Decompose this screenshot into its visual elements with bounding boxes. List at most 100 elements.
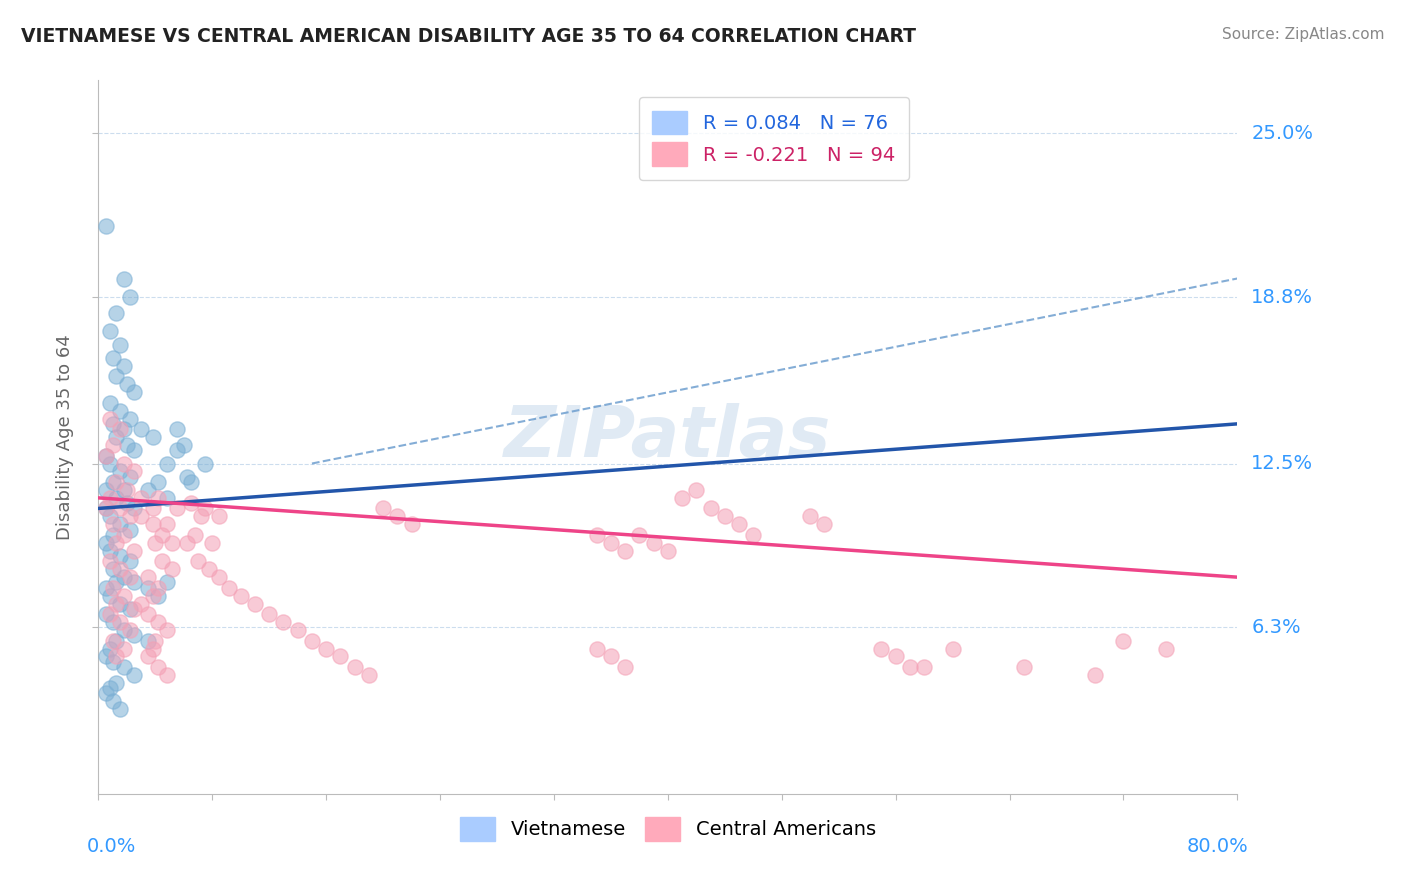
Point — [148, 491, 170, 505]
Point — [148, 581, 170, 595]
Point — [101, 438, 124, 452]
Point — [884, 649, 907, 664]
Text: ZIPatlas: ZIPatlas — [505, 402, 831, 472]
Point — [218, 581, 240, 595]
Point — [156, 517, 179, 532]
Point — [98, 607, 121, 622]
Point — [104, 575, 127, 590]
Point — [118, 290, 141, 304]
Point — [129, 597, 152, 611]
Point — [101, 694, 124, 708]
Point — [898, 660, 921, 674]
Text: 6.3%: 6.3% — [1251, 618, 1301, 637]
Point — [141, 589, 163, 603]
Point — [156, 623, 179, 637]
Point — [643, 536, 665, 550]
Point — [118, 570, 141, 584]
Text: 0.0%: 0.0% — [87, 837, 136, 855]
Point — [101, 351, 124, 365]
Point — [98, 641, 121, 656]
Point — [942, 641, 965, 656]
Text: 80.0%: 80.0% — [1187, 837, 1249, 855]
Point — [136, 483, 159, 497]
Point — [101, 562, 124, 576]
Point — [118, 411, 141, 425]
Point — [152, 554, 174, 568]
Point — [108, 597, 131, 611]
Point — [104, 491, 127, 505]
Point — [259, 607, 281, 622]
Point — [94, 649, 117, 664]
Point — [401, 517, 423, 532]
Point — [136, 570, 159, 584]
Point — [94, 536, 117, 550]
Point — [180, 496, 202, 510]
Point — [98, 509, 121, 524]
Point — [585, 641, 607, 656]
Point — [136, 633, 159, 648]
Point — [112, 483, 135, 497]
Point — [148, 615, 170, 629]
Point — [287, 623, 309, 637]
Point — [187, 554, 209, 568]
Point — [94, 501, 117, 516]
Point — [104, 633, 127, 648]
Text: 18.8%: 18.8% — [1251, 287, 1313, 307]
Point — [98, 395, 121, 409]
Point — [101, 581, 124, 595]
Point — [742, 528, 765, 542]
Point — [112, 359, 135, 373]
Point — [108, 702, 131, 716]
Point — [357, 668, 380, 682]
Text: Source: ZipAtlas.com: Source: ZipAtlas.com — [1222, 27, 1385, 42]
Point — [141, 641, 163, 656]
Point — [912, 660, 935, 674]
Point — [156, 491, 179, 505]
Point — [671, 491, 693, 505]
Point — [166, 501, 188, 516]
Point — [585, 528, 607, 542]
Point — [273, 615, 295, 629]
Point — [101, 615, 124, 629]
Point — [101, 417, 124, 431]
Point — [122, 501, 145, 516]
Point — [1112, 633, 1135, 648]
Point — [813, 517, 835, 532]
Point — [141, 517, 163, 532]
Point — [870, 641, 893, 656]
Point — [600, 649, 623, 664]
Point — [94, 501, 117, 516]
Point — [98, 491, 121, 505]
Point — [98, 554, 121, 568]
Point — [329, 649, 352, 664]
Point — [141, 501, 163, 516]
Point — [94, 449, 117, 463]
Point — [315, 641, 337, 656]
Point — [112, 422, 135, 436]
Point — [118, 469, 141, 483]
Point — [600, 536, 623, 550]
Point — [145, 536, 167, 550]
Point — [184, 528, 207, 542]
Point — [94, 219, 117, 233]
Point — [104, 306, 127, 320]
Point — [104, 536, 127, 550]
Point — [122, 668, 145, 682]
Point — [122, 443, 145, 458]
Point — [1154, 641, 1177, 656]
Point — [136, 581, 159, 595]
Point — [94, 686, 117, 700]
Point — [1012, 660, 1035, 674]
Point — [98, 681, 121, 695]
Point — [243, 597, 266, 611]
Point — [122, 385, 145, 400]
Point — [122, 543, 145, 558]
Point — [104, 369, 127, 384]
Point — [173, 438, 195, 452]
Point — [112, 457, 135, 471]
Point — [208, 570, 231, 584]
Point — [145, 633, 167, 648]
Point — [301, 633, 323, 648]
Point — [115, 438, 138, 452]
Legend: Vietnamese, Central Americans: Vietnamese, Central Americans — [453, 809, 883, 848]
